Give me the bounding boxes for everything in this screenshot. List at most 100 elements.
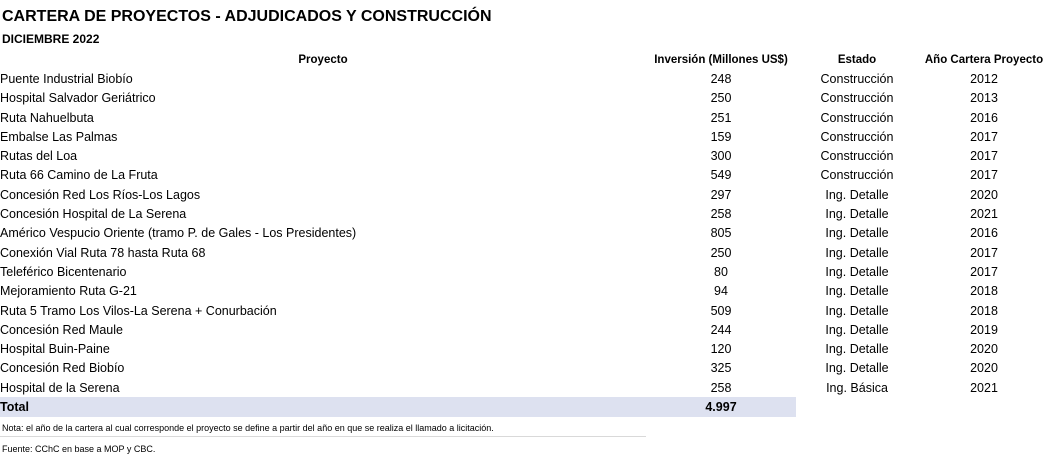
year-cell: 2020	[970, 187, 998, 202]
year-cell: 2020	[970, 342, 998, 357]
project-cell: Ruta Nahuelbuta	[0, 110, 94, 125]
header-project: Proyecto	[298, 53, 348, 66]
status-cell: Construcción	[820, 91, 894, 106]
project-cell: Concesión Red Los Ríos-Los Lagos	[0, 187, 201, 202]
year-cell: 2016	[970, 226, 998, 241]
projects-table: Proyecto Inversión (Millones US$) Estado…	[0, 50, 1050, 417]
year-cell: 2017	[970, 149, 998, 164]
table-row: Hospital Salvador Geriátrico 250 Construcc…	[0, 89, 1050, 108]
table-row: Rutas del Loa 300 Construcción 2017	[0, 146, 1050, 165]
year-cell: 2013	[970, 91, 998, 106]
table-row: Concesión Red Los Ríos-Los Lagos 297 Ing. …	[0, 185, 1050, 204]
year-cell: 2012	[970, 71, 998, 86]
investment-cell: 159	[710, 129, 732, 144]
year-cell: 2017	[970, 129, 998, 144]
year-cell: 2018	[970, 284, 998, 299]
header-status: Estado	[837, 53, 877, 66]
year-cell: 2018	[970, 303, 998, 318]
project-cell: Embalse Las Palmas	[0, 129, 118, 144]
source-note: Fuente: CChC en base a MOP y CBC.	[2, 444, 156, 454]
table-row: Conexión Vial Ruta 78 hasta Ruta 68 250 In…	[0, 243, 1050, 262]
status-cell: Construcción	[820, 168, 894, 183]
table-row: Ruta 5 Tramo Los Vilos-La Serena + Conur…	[0, 301, 1050, 320]
year-cell: 2016	[970, 110, 998, 125]
investment-cell: 94	[714, 284, 728, 299]
project-cell: Mejoramiento Ruta G-21	[0, 284, 137, 299]
status-cell: Ing. Detalle	[825, 284, 889, 299]
footnote: Nota: el año de la cartera al cual corre…	[2, 423, 494, 433]
project-cell: Puente Industrial Biobío	[0, 71, 133, 86]
table-row: Concesión Hospital de La Serena 258 Ing. D…	[0, 204, 1050, 223]
investment-cell: 805	[710, 226, 732, 241]
report-subtitle: DICIEMBRE 2022	[2, 32, 100, 46]
investment-cell: 325	[710, 361, 732, 376]
status-cell: Ing. Detalle	[825, 322, 889, 337]
table-row: Mejoramiento Ruta G-21 94 Ing. Detalle 2018	[0, 282, 1050, 301]
table-row: Américo Vespucio Oriente (tramo P. de Ga…	[0, 224, 1050, 243]
investment-cell: 300	[710, 149, 732, 164]
year-cell: 2017	[970, 264, 998, 279]
project-cell: Américo Vespucio Oriente (tramo P. de Ga…	[0, 226, 357, 241]
project-cell: Teleférico Bicentenario	[0, 264, 127, 279]
year-cell: 2017	[970, 245, 998, 260]
project-cell: Conexión Vial Ruta 78 hasta Ruta 68	[0, 245, 206, 260]
year-cell: 2019	[970, 322, 998, 337]
investment-cell: 509	[710, 303, 732, 318]
year-cell: 2020	[970, 361, 998, 376]
status-cell: Construcción	[820, 149, 894, 164]
investment-cell: 297	[710, 187, 732, 202]
table-row: Teleférico Bicentenario 80 Ing. Detalle 201…	[0, 262, 1050, 281]
status-cell: Ing. Detalle	[825, 303, 889, 318]
year-cell: 2021	[970, 207, 998, 222]
table-row: Embalse Las Palmas 159 Construcción 2017	[0, 127, 1050, 146]
header-investment: Inversión (Millones US$)	[654, 53, 788, 66]
project-cell: Rutas del Loa	[0, 149, 78, 164]
project-cell: Concesión Red Maule	[0, 322, 123, 337]
divider	[0, 436, 646, 437]
status-cell: Ing. Detalle	[825, 264, 889, 279]
status-cell: Ing. Detalle	[825, 361, 889, 376]
status-cell: Construcción	[820, 129, 894, 144]
table-header-row: Proyecto Inversión (Millones US$) Estado…	[0, 50, 1050, 69]
total-investment: 4.997	[646, 397, 796, 417]
investment-cell: 258	[710, 380, 732, 395]
status-cell: Construcción	[820, 71, 894, 86]
project-cell: Ruta 5 Tramo Los Vilos-La Serena + Conur…	[0, 303, 277, 318]
project-cell: Concesión Red Biobío	[0, 361, 125, 376]
table-body: Puente Industrial Biobío 248 Construcción 2…	[0, 69, 1050, 397]
total-row: Total 4.997	[0, 397, 1050, 417]
investment-cell: 248	[710, 71, 732, 86]
investment-cell: 244	[710, 322, 732, 337]
total-blank-year	[918, 397, 1050, 417]
table-row: Puente Industrial Biobío 248 Construcción 2…	[0, 69, 1050, 88]
investment-cell: 549	[710, 168, 732, 183]
project-cell: Ruta 66 Camino de La Fruta	[0, 168, 158, 183]
header-year: Año Cartera Proyecto	[924, 53, 1044, 66]
status-cell: Ing. Detalle	[825, 207, 889, 222]
total-label: Total	[0, 397, 646, 417]
table-row: Ruta Nahuelbuta 251 Construcción 2016	[0, 108, 1050, 127]
report-title: CARTERA DE PROYECTOS - ADJUDICADOS Y CON…	[2, 8, 492, 25]
project-cell: Hospital Salvador Geriátrico	[0, 91, 156, 106]
table-row: Hospital de la Serena 258 Ing. Básica 2021	[0, 378, 1050, 397]
year-cell: 2021	[970, 380, 998, 395]
investment-cell: 250	[710, 91, 732, 106]
status-cell: Ing. Detalle	[825, 187, 889, 202]
project-cell: Hospital Buin-Paine	[0, 342, 110, 357]
status-cell: Ing. Básica	[826, 380, 888, 395]
project-cell: Hospital de la Serena	[0, 380, 120, 395]
table-row: Ruta 66 Camino de La Fruta 549 Construcció…	[0, 166, 1050, 185]
total-blank-status	[796, 397, 918, 417]
status-cell: Construcción	[820, 110, 894, 125]
investment-cell: 250	[710, 245, 732, 260]
investment-cell: 251	[710, 110, 732, 125]
investment-cell: 80	[714, 264, 728, 279]
project-cell: Concesión Hospital de La Serena	[0, 207, 187, 222]
table-row: Concesión Red Biobío 325 Ing. Detalle 2020	[0, 359, 1050, 378]
status-cell: Ing. Detalle	[825, 342, 889, 357]
year-cell: 2017	[970, 168, 998, 183]
investment-cell: 120	[710, 342, 732, 357]
status-cell: Ing. Detalle	[825, 245, 889, 260]
table-row: Concesión Red Maule 244 Ing. Detalle 2019	[0, 320, 1050, 339]
investment-cell: 258	[710, 207, 732, 222]
